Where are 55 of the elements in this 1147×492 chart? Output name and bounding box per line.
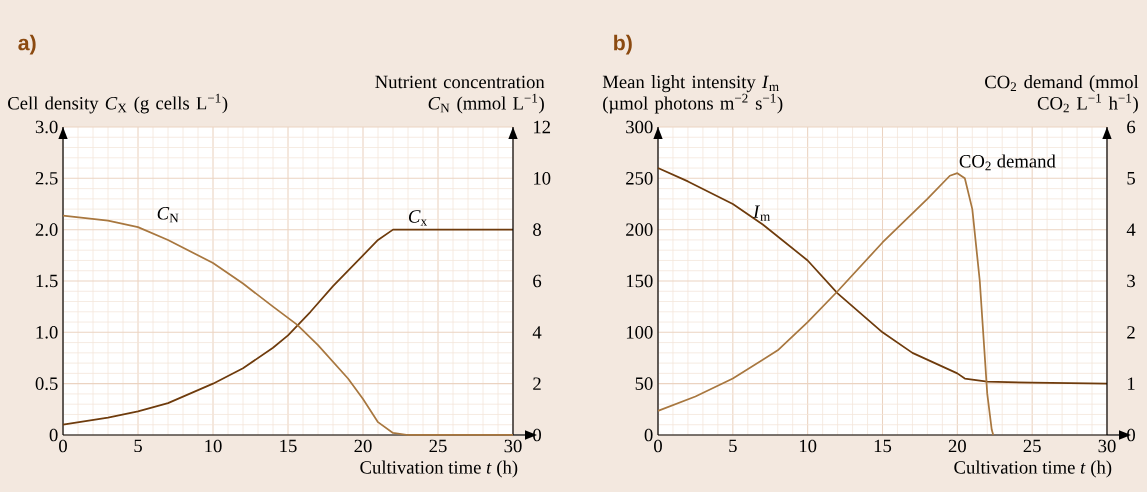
y2-tick-label: 4 [1126,223,1136,236]
y-tick-label: 250 [626,172,653,185]
y2-tick-label: 0 [533,428,541,442]
y2-tick-label: 4 [532,326,542,339]
y-tick-label: 0.5 [35,377,58,390]
x-tick-label: 30 [1098,439,1116,453]
y2-tick-label: 1 [1128,377,1135,390]
series-label: CO$_{2}$ demand [959,154,1056,171]
chart-title: b) [614,34,632,55]
chart-title: a) [18,34,36,55]
y2-tick-label: 12 [534,120,551,134]
y-tick-label: 2.0 [35,223,58,237]
y-tick-label: 200 [626,223,653,236]
y-tick-label: 100 [626,326,653,339]
y-tick-label: 1.5 [36,274,58,288]
x-tick-label: 25 [1023,439,1041,453]
series-label: C$_{x}$ [408,210,427,226]
y-tick-label: 1.0 [36,325,58,339]
x-tick-label: 10 [205,439,222,453]
y-tick-label: 2.5 [35,172,58,185]
x-tick-label: 5 [134,439,142,453]
y2-tick-label: 2 [1127,326,1135,339]
y-axis-title: Cell density C$_{X}$ (g cells L$^{−1}$) [8,93,228,114]
y-tick-label: 300 [626,120,653,134]
series-label: I$_{m}$ [753,205,770,221]
y2-tick-label: 0 [1127,428,1135,442]
y2-tick-label: 3 [1127,274,1135,288]
y2-axis-title: Nutrient concentration C$_{N}$ (mmol L$^{−1}$) [375,75,545,114]
text: CO$_{2}$ demand (mmol CO$_{2}$ L$^{−1}$ h$^{−1}$) [985,75,1139,114]
y2-tick-label: 8 [533,223,541,236]
x-tick-label: 20 [948,439,966,453]
x-tick-label: 5 [729,439,737,453]
x-tick-label: 0 [654,439,662,453]
y2-tick-label: 10 [534,172,551,185]
x-axis-title: Cultivation time t (h) [954,460,1112,478]
text: Mean light intensity I$_{m}$ (µmol photons m$^{−2}$ s$^{−1}$) [602,75,783,114]
series-label: C$_{N}$ [157,207,179,223]
y-tick-label: 0 [644,428,653,442]
x-tick-label: 20 [354,439,372,453]
y-tick-label: 50 [635,377,653,390]
x-tick-label: 15 [874,439,892,453]
y-tick-label: 0 [49,428,58,442]
x-axis-title: Cultivation time t (h) [360,460,518,478]
y-tick-label: 3.0 [35,120,58,134]
y2-tick-label: 6 [533,274,542,288]
x-tick-label: 25 [429,439,447,453]
x-tick-label: 0 [59,439,67,453]
y2-tick-label: 2 [533,377,541,390]
y-tick-label: 150 [626,274,653,288]
line-series [657,172,995,436]
y2-tick-label: 5 [1127,172,1135,185]
x-tick-label: 15 [280,439,297,453]
x-tick-label: 30 [504,439,522,453]
y2-tick-label: 6 [1127,120,1136,134]
x-tick-label: 10 [799,439,817,453]
